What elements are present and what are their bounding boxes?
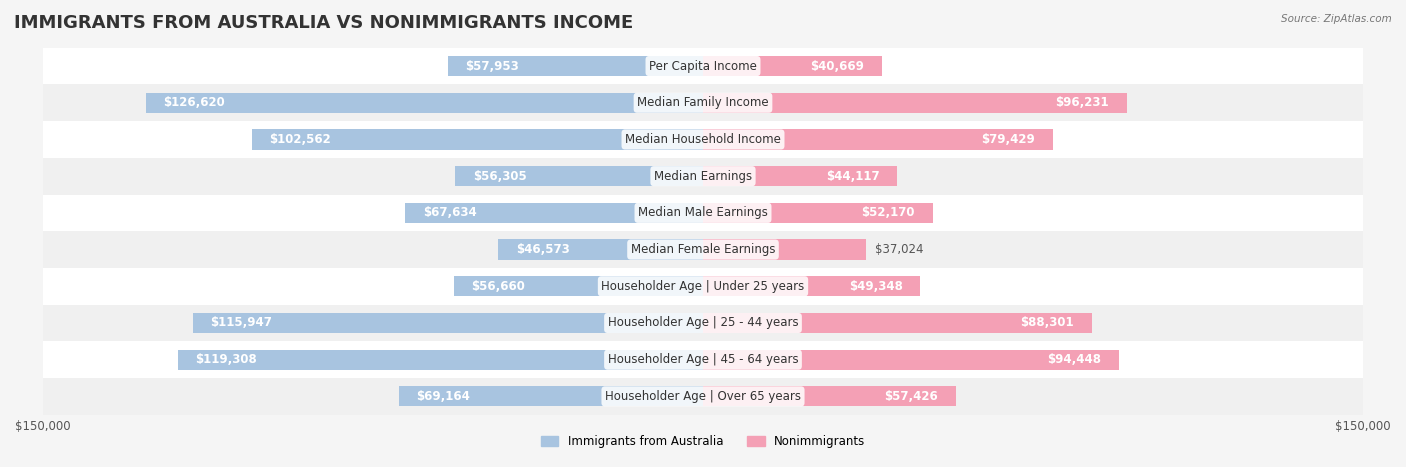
Bar bbox=[703, 313, 1091, 333]
Bar bbox=[703, 166, 897, 186]
Text: $115,947: $115,947 bbox=[211, 317, 273, 330]
Bar bbox=[703, 240, 866, 260]
Bar bbox=[703, 276, 920, 297]
Text: Median Family Income: Median Family Income bbox=[637, 96, 769, 109]
Bar bbox=[42, 378, 1364, 415]
Bar bbox=[42, 85, 1364, 121]
Bar bbox=[42, 231, 1364, 268]
Text: Median Male Earnings: Median Male Earnings bbox=[638, 206, 768, 219]
Text: Householder Age | 25 - 44 years: Householder Age | 25 - 44 years bbox=[607, 317, 799, 330]
Text: Householder Age | 45 - 64 years: Householder Age | 45 - 64 years bbox=[607, 353, 799, 366]
Text: $49,348: $49,348 bbox=[849, 280, 903, 293]
Bar bbox=[42, 48, 1364, 85]
Text: $67,634: $67,634 bbox=[423, 206, 477, 219]
Bar bbox=[398, 386, 703, 406]
Bar bbox=[703, 129, 1053, 149]
Bar bbox=[449, 56, 703, 76]
Text: $56,305: $56,305 bbox=[472, 170, 526, 183]
Legend: Immigrants from Australia, Nonimmigrants: Immigrants from Australia, Nonimmigrants bbox=[536, 431, 870, 453]
Bar bbox=[179, 350, 703, 370]
Text: $52,170: $52,170 bbox=[862, 206, 915, 219]
Bar bbox=[42, 304, 1364, 341]
Bar bbox=[252, 129, 703, 149]
Text: $69,164: $69,164 bbox=[416, 390, 470, 403]
Text: Source: ZipAtlas.com: Source: ZipAtlas.com bbox=[1281, 14, 1392, 24]
Text: Median Household Income: Median Household Income bbox=[626, 133, 780, 146]
Text: Median Earnings: Median Earnings bbox=[654, 170, 752, 183]
Text: $88,301: $88,301 bbox=[1021, 317, 1074, 330]
Bar bbox=[42, 268, 1364, 304]
Text: $56,660: $56,660 bbox=[471, 280, 524, 293]
Text: $79,429: $79,429 bbox=[981, 133, 1035, 146]
Bar bbox=[703, 350, 1119, 370]
Text: $57,953: $57,953 bbox=[465, 60, 519, 72]
Bar bbox=[193, 313, 703, 333]
Text: $94,448: $94,448 bbox=[1047, 353, 1101, 366]
Text: $57,426: $57,426 bbox=[884, 390, 938, 403]
Text: IMMIGRANTS FROM AUSTRALIA VS NONIMMIGRANTS INCOME: IMMIGRANTS FROM AUSTRALIA VS NONIMMIGRAN… bbox=[14, 14, 633, 32]
Text: $126,620: $126,620 bbox=[163, 96, 225, 109]
Bar bbox=[703, 56, 882, 76]
Bar bbox=[454, 276, 703, 297]
Text: Householder Age | Under 25 years: Householder Age | Under 25 years bbox=[602, 280, 804, 293]
Text: $46,573: $46,573 bbox=[516, 243, 569, 256]
Text: $40,669: $40,669 bbox=[810, 60, 865, 72]
Bar bbox=[146, 92, 703, 113]
Text: Per Capita Income: Per Capita Income bbox=[650, 60, 756, 72]
Text: $96,231: $96,231 bbox=[1056, 96, 1109, 109]
Bar bbox=[42, 121, 1364, 158]
Bar bbox=[456, 166, 703, 186]
Bar bbox=[703, 203, 932, 223]
Bar bbox=[703, 386, 956, 406]
Bar bbox=[42, 341, 1364, 378]
Bar bbox=[42, 158, 1364, 195]
Bar bbox=[703, 92, 1126, 113]
Text: Householder Age | Over 65 years: Householder Age | Over 65 years bbox=[605, 390, 801, 403]
Text: $102,562: $102,562 bbox=[269, 133, 330, 146]
Text: $44,117: $44,117 bbox=[825, 170, 880, 183]
Text: Median Female Earnings: Median Female Earnings bbox=[631, 243, 775, 256]
Bar bbox=[405, 203, 703, 223]
Text: $37,024: $37,024 bbox=[875, 243, 924, 256]
Text: $119,308: $119,308 bbox=[195, 353, 257, 366]
Bar bbox=[42, 195, 1364, 231]
Bar bbox=[498, 240, 703, 260]
